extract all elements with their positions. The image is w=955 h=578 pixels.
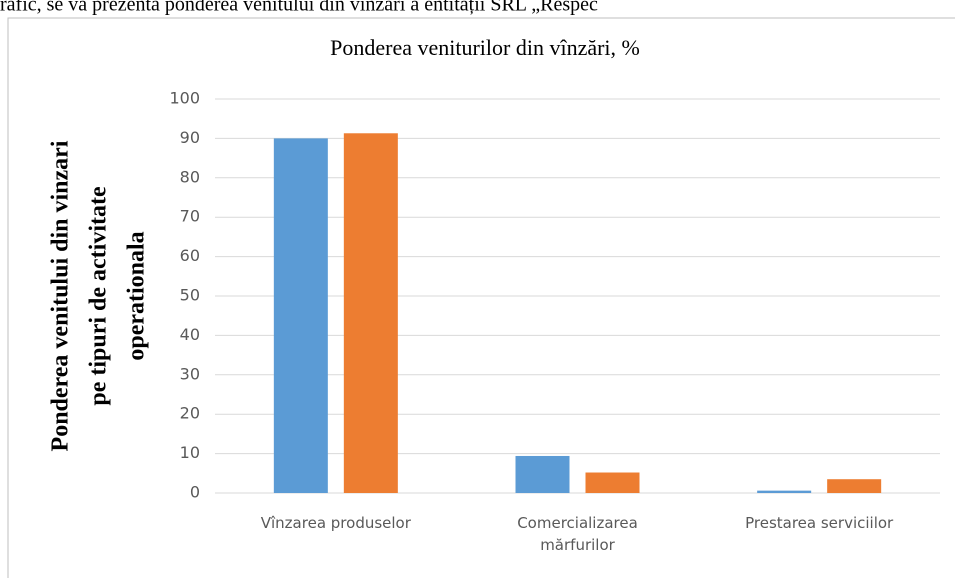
x-tick-label: Comercializarea mărfurilor <box>517 514 638 554</box>
y-tick-label: 10 <box>180 443 200 462</box>
bar <box>273 138 328 493</box>
y-tick-label: 30 <box>180 364 200 383</box>
y-tick-label: 70 <box>180 207 200 226</box>
y-axis-title: Ponderea venitului din vinzari <box>48 140 74 451</box>
bar <box>585 472 640 493</box>
y-tick-label: 100 <box>169 89 200 108</box>
x-tick-label: Vînzarea produselor <box>260 514 411 532</box>
chart-title: Ponderea veniturilor din vînzări, % <box>330 35 640 60</box>
bar <box>515 455 570 493</box>
x-tick-label: Prestarea serviciilor <box>745 514 894 532</box>
y-tick-label: 0 <box>190 483 200 502</box>
bar <box>757 490 812 493</box>
bar <box>827 479 882 493</box>
y-tick-label: 60 <box>180 246 200 265</box>
y-tick-label: 50 <box>180 286 200 305</box>
y-tick-label: 20 <box>180 404 200 423</box>
y-tick-label: 40 <box>180 325 200 344</box>
context-text: rafic, se va prezenta ponderea venitului… <box>0 0 598 16</box>
bar <box>343 133 398 493</box>
y-axis-title: operationala <box>124 231 150 360</box>
y-tick-label: 80 <box>180 167 200 186</box>
y-axis-title: pe tipuri de activitate <box>86 186 112 406</box>
y-tick-label: 90 <box>180 128 200 147</box>
chart-frame <box>7 17 955 578</box>
